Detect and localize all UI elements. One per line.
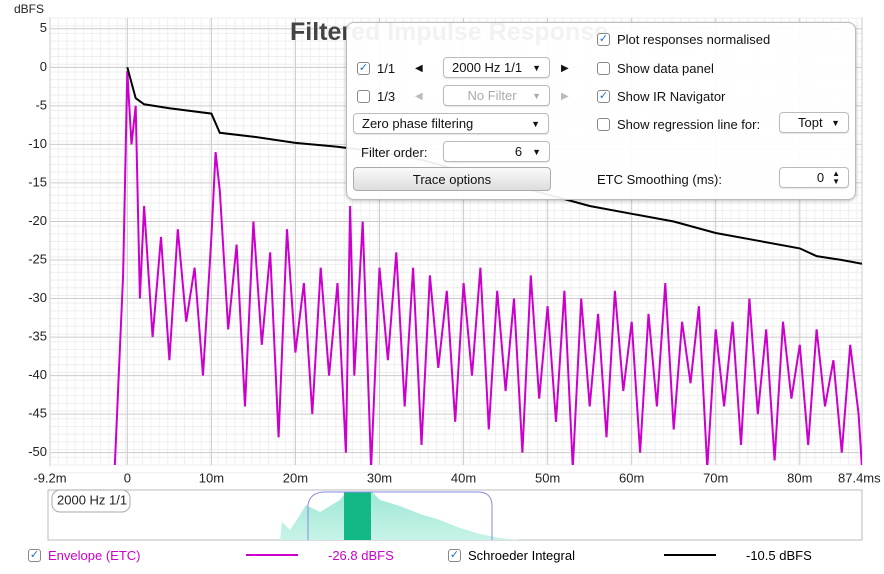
checkbox[interactable]: ✓ <box>28 548 41 562</box>
prev-arrow[interactable]: ◀ <box>415 62 423 74</box>
legend-schroeder: ✓ Schroeder Integral <box>448 545 575 565</box>
legend-label: Envelope (ETC) <box>48 547 141 563</box>
checkbox[interactable]: ✓ <box>448 548 461 562</box>
x-tick-label: 30m <box>367 470 392 485</box>
octave-1-1-control[interactable]: ✓ 1/1 <box>357 57 395 79</box>
filter-order-select[interactable]: 6 ▼ <box>443 141 550 162</box>
checkbox[interactable] <box>597 117 610 131</box>
checkbox[interactable]: ✓ <box>597 89 610 103</box>
navigator-window-outline <box>307 491 493 540</box>
x-tick-label: 20m <box>283 470 308 485</box>
y-tick-label: -40 <box>28 367 47 382</box>
ir-navigator-control[interactable]: ✓ Show IR Navigator <box>597 85 725 107</box>
octave-select[interactable]: 2000 Hz 1/1 ▼ <box>443 57 550 78</box>
filter-order-label: Filter order: <box>361 144 428 160</box>
next-arrow[interactable]: ▶ <box>561 62 569 74</box>
y-tick-label: 0 <box>40 59 47 74</box>
series-line <box>113 71 862 465</box>
y-axis-label: dBFS <box>14 2 44 16</box>
y-tick-label: 5 <box>40 20 47 35</box>
label: Show regression line for: <box>617 116 761 132</box>
legend-readout: -26.8 dBFS <box>328 547 394 563</box>
x-tick-label: -9.2m <box>33 470 66 485</box>
legend-readout: -10.5 dBFS <box>746 547 812 563</box>
navigator-label: 2000 Hz 1/1 <box>57 492 127 507</box>
prev-arrow: ◀ <box>415 90 423 102</box>
x-tick-label: 70m <box>703 470 728 485</box>
value: Zero phase filtering <box>362 116 474 131</box>
next-arrow: ▶ <box>561 90 569 102</box>
y-tick-label: -15 <box>28 174 47 189</box>
value: 0 <box>816 170 825 185</box>
y-tick-label: -30 <box>28 290 47 305</box>
label: 1/3 <box>377 88 396 104</box>
value: 6 <box>514 144 523 159</box>
legend-label: Schroeder Integral <box>468 547 575 563</box>
x-tick-label: 50m <box>535 470 560 485</box>
checkbox[interactable] <box>597 61 610 75</box>
y-tick-label: -10 <box>28 136 47 151</box>
x-tick-label: 80m <box>787 470 812 485</box>
legend-swatch <box>664 554 716 556</box>
x-tick-label: 87.4ms <box>838 470 881 485</box>
value: Topt <box>798 115 823 130</box>
smoothing-label: ETC Smoothing (ms): <box>597 171 722 187</box>
label: 1/1 <box>377 60 396 76</box>
value: 2000 Hz 1/1 <box>452 60 523 75</box>
navigator-waveform <box>280 492 520 540</box>
x-tick-label: 10m <box>199 470 224 485</box>
y-tick-label: -25 <box>28 251 47 266</box>
octave-1-3-control[interactable]: 1/3 <box>357 85 395 107</box>
x-tick-label: 60m <box>619 470 644 485</box>
normalise-control[interactable]: ✓ Plot responses normalised <box>597 28 770 50</box>
trace-options-button[interactable]: Trace options <box>353 167 551 191</box>
x-tick-label: 0 <box>124 470 131 485</box>
label: Show data panel <box>617 60 714 76</box>
y-tick-label: -20 <box>28 213 47 228</box>
label: Show IR Navigator <box>617 88 726 104</box>
y-tick-label: -35 <box>28 329 47 344</box>
value: No Filter <box>467 88 517 103</box>
smoothing-spinner[interactable]: 0 ▲ ▼ <box>779 167 849 188</box>
x-tick-label: 40m <box>451 470 476 485</box>
controls-panel: ✓ Plot responses normalised ✓ 1/1 ◀ 2000 H… <box>346 22 856 200</box>
navigator-label-box <box>51 489 131 513</box>
y-tick-label: -50 <box>28 444 47 459</box>
y-tick-label: -5 <box>35 97 47 112</box>
label: Plot responses normalised <box>617 31 771 47</box>
y-tick-label: -45 <box>28 406 47 421</box>
regression-control[interactable]: Show regression line for: <box>597 113 760 135</box>
legend-swatch <box>246 554 298 556</box>
third-octave-select: No Filter ▼ <box>443 85 550 106</box>
data-panel-control[interactable]: Show data panel <box>597 57 714 79</box>
checkbox[interactable]: ✓ <box>597 32 610 46</box>
checkbox[interactable]: ✓ <box>357 61 370 75</box>
regression-select[interactable]: Topt ▼ <box>779 112 849 133</box>
checkbox[interactable] <box>357 89 370 103</box>
legend-envelope: ✓ Envelope (ETC) <box>28 545 140 565</box>
phase-select[interactable]: Zero phase filtering ▼ <box>353 113 549 134</box>
navigator-window[interactable] <box>344 492 371 540</box>
